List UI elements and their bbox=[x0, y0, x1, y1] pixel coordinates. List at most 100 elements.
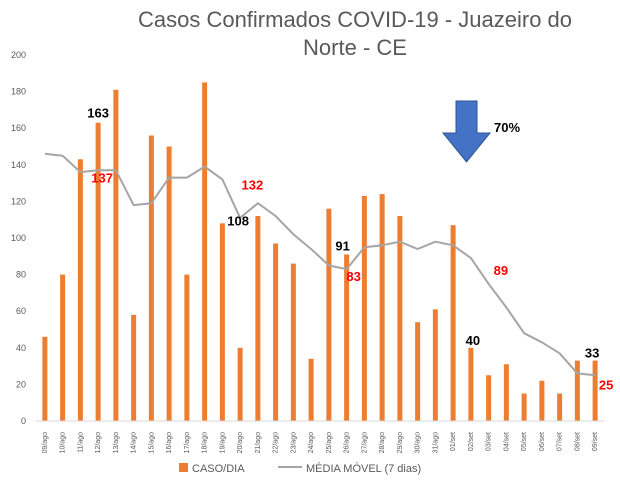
y-tick-label: 80 bbox=[16, 270, 26, 280]
y-tick-label: 200 bbox=[11, 50, 26, 60]
down-arrow-icon bbox=[441, 100, 492, 163]
bar-27-ago bbox=[361, 195, 367, 421]
data-label: 108 bbox=[227, 213, 249, 228]
x-tick-label: 03/set bbox=[486, 432, 493, 451]
y-tick-label: 100 bbox=[11, 233, 26, 243]
x-tick-label: 13/ago bbox=[113, 432, 120, 454]
data-label: 163 bbox=[87, 106, 109, 121]
bar-12-ago bbox=[95, 122, 101, 422]
x-tick-label: 09/set bbox=[592, 432, 599, 451]
bar-02-set bbox=[468, 347, 474, 421]
x-tick-label: 28/ago bbox=[379, 432, 386, 454]
x-tick-label: 25/ago bbox=[326, 432, 333, 454]
data-label: 91 bbox=[335, 238, 349, 253]
x-tick-label: 22/ago bbox=[273, 432, 280, 454]
moving-average-series bbox=[44, 152, 596, 377]
legend-line-label: MÉDIA MÓVEL (7 dias) bbox=[306, 462, 421, 475]
x-tick-label: 02/set bbox=[468, 432, 475, 451]
x-tick-label: 11/ago bbox=[77, 432, 84, 453]
bar-19-ago bbox=[219, 223, 225, 421]
reduction-percent-label: 70% bbox=[494, 120, 520, 135]
legend: CASO/DIA MÉDIA MÓVEL (7 dias) bbox=[179, 462, 421, 475]
y-axis: 0 20 40 60 80 100 120 140 160 180 200 bbox=[11, 50, 26, 426]
x-tick-label: 01/set bbox=[450, 432, 457, 451]
x-tick-label: 09/ago bbox=[42, 432, 49, 454]
data-label: 137 bbox=[91, 170, 113, 185]
x-tick-label: 17/ago bbox=[184, 432, 191, 454]
bar-20-ago bbox=[237, 347, 243, 421]
bar-25-ago bbox=[326, 208, 332, 421]
data-label: 33 bbox=[585, 346, 599, 361]
bar-15-ago bbox=[148, 135, 154, 421]
data-label: 132 bbox=[242, 177, 264, 192]
bar-05-set bbox=[521, 393, 527, 421]
x-tick-label: 06/set bbox=[539, 432, 546, 451]
x-tick-label: 08/set bbox=[574, 432, 581, 451]
bar-24-ago bbox=[308, 358, 314, 421]
bar-29-ago bbox=[397, 216, 403, 421]
bar-14-ago bbox=[131, 314, 137, 421]
x-tick-label: 14/ago bbox=[131, 432, 138, 454]
legend-bar-label: CASO/DIA bbox=[192, 463, 245, 475]
chart-title-line-1: Casos Confirmados COVID-19 - Juazeiro do bbox=[138, 7, 572, 32]
x-tick-label: 19/ago bbox=[219, 432, 226, 454]
x-tick-label: 04/set bbox=[503, 432, 510, 451]
x-tick-label: 18/ago bbox=[202, 432, 209, 454]
x-tick-label: 12/ago bbox=[95, 432, 102, 454]
chart-title-line-2: Norte - CE bbox=[303, 35, 407, 60]
x-tick-label: 26/ago bbox=[344, 432, 351, 454]
y-tick-label: 0 bbox=[21, 416, 26, 426]
data-label: 89 bbox=[494, 263, 508, 278]
x-tick-label: 20/ago bbox=[237, 432, 244, 454]
bar-10-ago bbox=[60, 274, 66, 421]
bar-18-ago bbox=[202, 82, 208, 421]
bar-23-ago bbox=[290, 263, 296, 421]
x-tick-label: 21/ago bbox=[255, 432, 262, 454]
y-tick-label: 40 bbox=[16, 343, 26, 353]
data-annotations: 163 137 132 108 91 83 89 40 33 25 bbox=[87, 106, 613, 393]
bar-13-ago bbox=[113, 89, 119, 422]
data-label: 40 bbox=[466, 333, 480, 348]
moving-average-line bbox=[44, 152, 596, 377]
y-tick-label: 180 bbox=[11, 87, 26, 97]
x-tick-label: 30/ago bbox=[415, 432, 422, 454]
bar-08-set bbox=[574, 360, 580, 421]
bar-17-ago bbox=[184, 274, 190, 421]
bar-16-ago bbox=[166, 146, 172, 421]
x-tick-label: 07/set bbox=[557, 432, 564, 451]
bar-09-ago bbox=[42, 336, 48, 421]
y-tick-label: 140 bbox=[11, 160, 26, 170]
x-tick-label: 24/ago bbox=[308, 432, 315, 454]
x-tick-label: 15/ago bbox=[148, 432, 155, 454]
x-tick-label: 23/ago bbox=[290, 432, 297, 454]
bar-03-set bbox=[486, 375, 492, 421]
y-tick-label: 120 bbox=[11, 196, 26, 206]
bar-06-set bbox=[539, 380, 545, 421]
bar-21-ago bbox=[255, 216, 261, 421]
bar-11-ago bbox=[77, 159, 83, 421]
x-tick-label: 16/ago bbox=[166, 432, 173, 454]
bar-09-set bbox=[592, 360, 598, 421]
x-tick-label: 05/set bbox=[521, 432, 528, 451]
y-tick-label: 160 bbox=[11, 123, 26, 133]
bar-26-ago bbox=[344, 254, 350, 421]
bar-series bbox=[42, 82, 598, 422]
bar-31-ago bbox=[432, 309, 438, 421]
legend-bar-swatch bbox=[179, 463, 188, 472]
x-tick-label: 31/ago bbox=[432, 432, 439, 454]
bar-30-ago bbox=[415, 322, 421, 421]
data-label: 25 bbox=[599, 377, 613, 392]
bar-04-set bbox=[503, 364, 509, 421]
y-tick-label: 60 bbox=[16, 306, 26, 316]
bar-22-ago bbox=[273, 243, 279, 421]
x-tick-label: 10/ago bbox=[60, 432, 67, 454]
bar-01-set bbox=[450, 225, 456, 421]
x-tick-label: 29/ago bbox=[397, 432, 404, 454]
x-tick-label: 27/ago bbox=[361, 432, 368, 454]
bar-28-ago bbox=[379, 194, 385, 421]
y-tick-label: 20 bbox=[16, 379, 26, 389]
x-axis: 09/ago 10/ago 11/ago 12/ago 13/ago 14/ago 15/a… bbox=[42, 432, 599, 454]
bar-07-set bbox=[557, 393, 563, 421]
data-label: 83 bbox=[346, 269, 360, 284]
